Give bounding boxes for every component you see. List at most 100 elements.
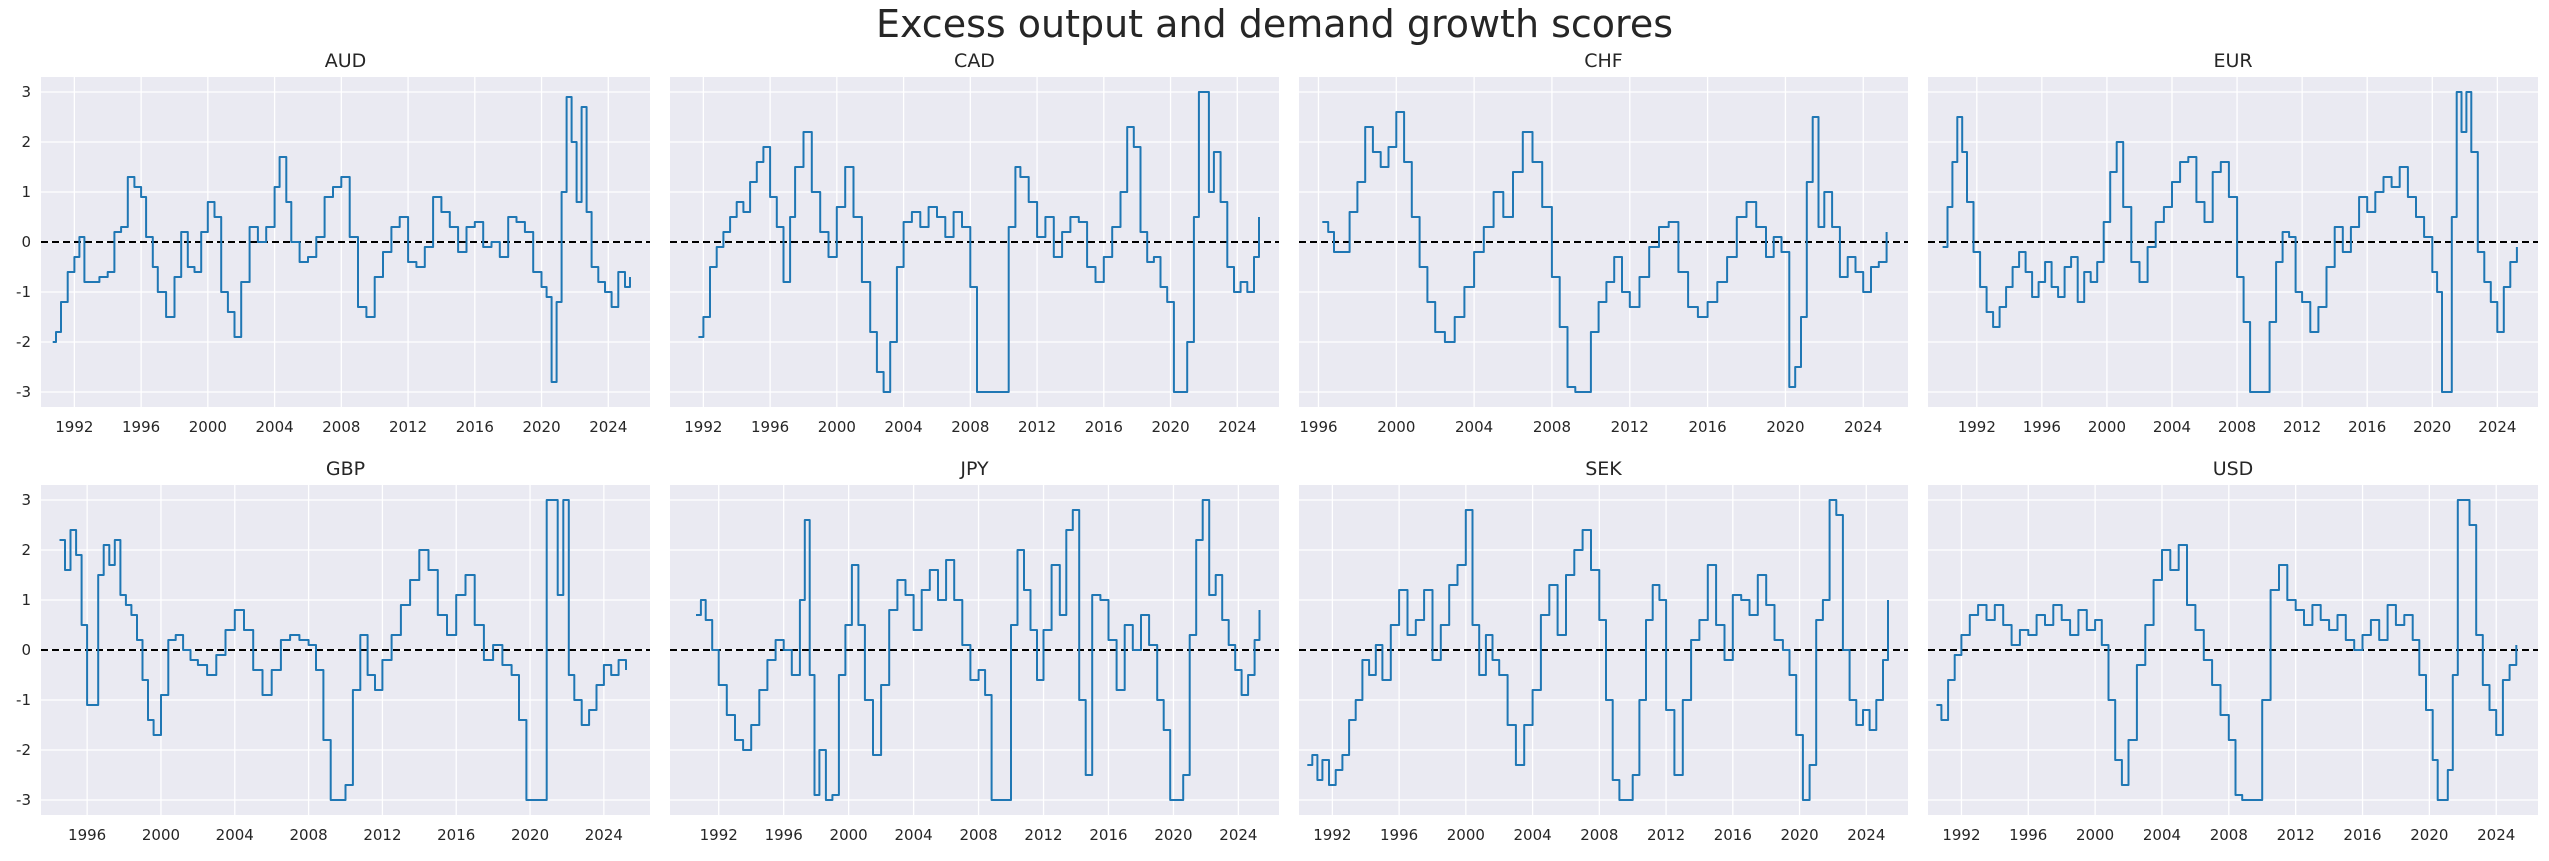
x-tick-label: 2024	[2477, 826, 2515, 844]
x-tick-label: 2012	[1647, 826, 1685, 844]
panel-chf: 1996 2000 2004 2008 2012 2016 2020 2024 CHF	[1299, 50, 1908, 436]
x-tick-label: 2020	[2413, 418, 2451, 436]
x-tick-label: 2016	[2343, 826, 2381, 844]
x-tick-label: 2016	[1085, 418, 1123, 436]
x-tick-label: 2016	[1714, 826, 1752, 844]
x-tick-label: 1996	[1299, 418, 1337, 436]
y-tick-label: -1	[16, 691, 31, 709]
x-tick-label: 2024	[1844, 418, 1882, 436]
x-tick-label: 1992	[55, 418, 93, 436]
x-tick-label: 2008	[959, 826, 997, 844]
panel-title-jpy: JPY	[959, 458, 989, 480]
x-tick-label: 2020	[1151, 418, 1189, 436]
x-tick-label: 2016	[1089, 826, 1127, 844]
x-tick-label: 2000	[1447, 826, 1485, 844]
x-tick-label: 2016	[1689, 418, 1727, 436]
x-tick-label: 2024	[1219, 826, 1257, 844]
x-tick-label: 2024	[585, 826, 623, 844]
x-tick-label: 1992	[684, 418, 722, 436]
x-tick-label: 1996	[68, 826, 106, 844]
x-tick-label: 1992	[1958, 418, 1996, 436]
series-line-eur	[1942, 91, 2518, 393]
x-tick-label: 2016	[2348, 418, 2386, 436]
x-tick-label: 2004	[2153, 418, 2191, 436]
series-line-cad	[698, 91, 1260, 393]
x-tick-label: 2004	[2143, 826, 2181, 844]
x-tick-label: 2012	[2283, 418, 2321, 436]
x-tick-label: 2020	[511, 826, 549, 844]
x-tick-label: 1996	[1380, 826, 1418, 844]
series-line-usd	[1936, 499, 2518, 801]
x-tick-label: 2024	[2478, 418, 2516, 436]
x-tick-label: 2016	[437, 826, 475, 844]
x-tick-label: 2008	[2210, 826, 2248, 844]
x-tick-label: 2016	[456, 418, 494, 436]
x-tick-label: 2024	[1847, 826, 1885, 844]
x-tick-label: 2004	[1455, 418, 1493, 436]
panel-title-chf: CHF	[1584, 50, 1622, 72]
x-tick-label: 2004	[884, 418, 922, 436]
figure-title: Excess output and demand growth scores	[876, 2, 1673, 46]
x-tick-label: 1996	[765, 826, 803, 844]
y-tick-label: -1	[16, 283, 31, 301]
x-tick-label: 2000	[830, 826, 868, 844]
x-tick-label: 2012	[389, 418, 427, 436]
y-tick-label: 2	[21, 541, 31, 559]
x-tick-label: 2000	[818, 418, 856, 436]
y-tick-label: 1	[21, 591, 31, 609]
x-tick-label: 2020	[522, 418, 560, 436]
x-tick-label: 2012	[1018, 418, 1056, 436]
panel-title-eur: EUR	[2213, 50, 2252, 72]
x-tick-label: 2012	[2277, 826, 2315, 844]
x-tick-label: 2008	[289, 826, 327, 844]
panel-jpy: 1992 1996 2000 2004 2008 2012 2016 2020 2024 JPY	[670, 458, 1279, 844]
x-tick-label: 2000	[2076, 826, 2114, 844]
x-tick-label: 2020	[1780, 826, 1818, 844]
x-tick-label: 2000	[1377, 418, 1415, 436]
panel-sek: 1992 1996 2000 2004 2008 2012 2016 2020 2024 SEK	[1299, 458, 1908, 844]
y-tick-label: -2	[16, 741, 31, 759]
x-tick-label: 2024	[1218, 418, 1256, 436]
x-tick-label: 1996	[2023, 418, 2061, 436]
panel-eur: 1992 1996 2000 2004 2008 2012 2016 2020 2024 EUR	[1928, 50, 2538, 436]
y-tick-label: -3	[16, 383, 31, 401]
panel-title-gbp: GBP	[326, 458, 365, 480]
series-line-gbp	[59, 499, 627, 801]
y-tick-label: -2	[16, 333, 31, 351]
panel-usd: 1992 1996 2000 2004 2008 2012 2016 2020 2024 USD	[1928, 458, 2538, 844]
y-tick-label: 0	[21, 233, 31, 251]
y-tick-label: 3	[21, 491, 31, 509]
x-tick-label: 2000	[142, 826, 180, 844]
x-tick-label: 2008	[1580, 826, 1618, 844]
series-line-chf	[1322, 111, 1888, 393]
panel-title-aud: AUD	[325, 50, 367, 72]
x-tick-label: 2008	[322, 418, 360, 436]
series-line-sek	[1307, 499, 1889, 801]
x-tick-label: 2012	[1024, 826, 1062, 844]
x-tick-label: 1996	[2009, 826, 2047, 844]
x-tick-label: 2004	[216, 826, 254, 844]
x-tick-label: 2012	[363, 826, 401, 844]
y-tick-label: 2	[21, 133, 31, 151]
y-tick-label: 0	[21, 641, 31, 659]
x-tick-label: 2024	[589, 418, 627, 436]
x-tick-label: 2008	[951, 418, 989, 436]
x-tick-label: 2020	[1154, 826, 1192, 844]
y-tick-label: 3	[21, 83, 31, 101]
x-tick-label: 2020	[1766, 418, 1804, 436]
panel-title-usd: USD	[2213, 458, 2254, 480]
x-tick-label: 2004	[255, 418, 293, 436]
x-tick-label: 1992	[1942, 826, 1980, 844]
panel-title-sek: SEK	[1585, 458, 1622, 480]
x-tick-label: 2012	[1611, 418, 1649, 436]
x-tick-label: 2008	[1533, 418, 1571, 436]
panel-cad: 1992 1996 2000 2004 2008 2012 2016 2020 2024 CAD	[670, 50, 1279, 436]
x-tick-label: 2020	[2410, 826, 2448, 844]
series-line-aud	[52, 96, 631, 383]
x-tick-label: 2000	[2088, 418, 2126, 436]
series-line-jpy	[696, 499, 1261, 801]
x-tick-label: 2004	[1513, 826, 1551, 844]
y-tick-label: -3	[16, 791, 31, 809]
